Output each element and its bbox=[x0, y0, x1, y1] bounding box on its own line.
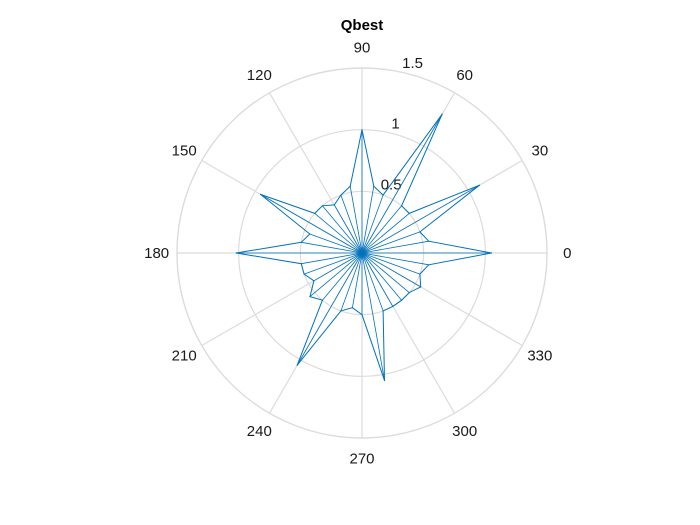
theta-tick-label: 210 bbox=[172, 348, 197, 365]
series-spoke bbox=[301, 241, 363, 254]
data-point bbox=[408, 212, 410, 214]
data-point bbox=[300, 241, 302, 243]
data-point bbox=[333, 204, 335, 206]
theta-tick-label: 300 bbox=[452, 423, 477, 440]
data-point bbox=[314, 212, 316, 214]
series-spoke bbox=[313, 252, 363, 282]
series-spoke bbox=[314, 213, 363, 254]
data-point bbox=[441, 113, 443, 115]
series-spoke bbox=[296, 252, 363, 366]
series-spoke bbox=[340, 194, 363, 254]
data-point bbox=[321, 299, 323, 301]
series-spoke bbox=[361, 252, 394, 307]
series-spoke bbox=[361, 113, 443, 254]
data-point bbox=[351, 307, 353, 309]
series-spoke bbox=[361, 205, 402, 254]
data-point bbox=[383, 379, 386, 382]
series-spoke bbox=[361, 252, 402, 301]
series-spoke bbox=[333, 204, 363, 254]
data-point bbox=[428, 264, 430, 266]
series-spoke bbox=[322, 205, 363, 254]
data-point bbox=[300, 263, 302, 265]
series-spoke bbox=[361, 186, 375, 254]
theta-tick-label: 330 bbox=[527, 348, 552, 365]
data-point bbox=[313, 280, 315, 282]
series-spoke bbox=[352, 252, 363, 308]
polar-outer-ring bbox=[176, 67, 548, 439]
data-point bbox=[401, 205, 403, 207]
data-point bbox=[382, 194, 384, 196]
data-point bbox=[420, 286, 422, 288]
data-point bbox=[490, 252, 493, 254]
data-point bbox=[303, 273, 305, 275]
theta-tick-label: 270 bbox=[349, 450, 374, 467]
series-spoke bbox=[361, 231, 421, 254]
series-spoke bbox=[349, 186, 363, 254]
data-point bbox=[361, 314, 363, 316]
series-spoke bbox=[361, 240, 429, 254]
data-point bbox=[392, 305, 394, 307]
data-point bbox=[296, 364, 298, 366]
theta-tick-label: 0 bbox=[563, 245, 571, 262]
series-spoke bbox=[340, 252, 363, 312]
theta-tick-label: 120 bbox=[247, 67, 272, 84]
data-point bbox=[340, 310, 342, 312]
data-point bbox=[349, 185, 351, 187]
theta-tick-label: 30 bbox=[531, 142, 548, 159]
theta-tick-label: 90 bbox=[354, 40, 371, 57]
series-spoke bbox=[361, 252, 384, 312]
data-point bbox=[309, 296, 311, 298]
theta-tick-label: 150 bbox=[172, 142, 197, 159]
series-spoke bbox=[361, 252, 385, 381]
data-point bbox=[419, 231, 421, 233]
data-point bbox=[382, 310, 384, 312]
data-point bbox=[309, 233, 311, 235]
theta-tick-label: 240 bbox=[247, 423, 272, 440]
series-spoke bbox=[361, 213, 410, 254]
data-point bbox=[235, 252, 237, 254]
theta-tick-label: 60 bbox=[456, 67, 473, 84]
data-point bbox=[321, 205, 323, 207]
chart-title: Qbest bbox=[341, 17, 384, 34]
data-point bbox=[259, 193, 262, 195]
data-point bbox=[373, 185, 375, 187]
data-point bbox=[478, 184, 481, 186]
theta-tick-label: 180 bbox=[144, 245, 169, 262]
r-tick-label: 1.5 bbox=[402, 55, 423, 72]
series-spoke bbox=[361, 252, 429, 266]
series-spoke bbox=[301, 252, 363, 265]
theta-tick-labels: 0 30 60 90 120 150 180 210 240 270 300 330 bbox=[144, 40, 571, 468]
series-spoke bbox=[309, 233, 363, 254]
data-point bbox=[408, 292, 410, 294]
series-spoke bbox=[309, 252, 363, 297]
series-spoke bbox=[322, 252, 363, 301]
data-point bbox=[361, 129, 363, 131]
data-point bbox=[340, 194, 342, 196]
series-spoke bbox=[361, 194, 384, 254]
series-spoke bbox=[361, 252, 421, 288]
series-spoke bbox=[260, 194, 363, 254]
series-spoke bbox=[361, 252, 410, 293]
data-point bbox=[428, 240, 430, 242]
series-layer bbox=[235, 113, 493, 382]
series-spoke bbox=[303, 252, 363, 275]
series-spoke bbox=[361, 184, 480, 254]
data-point bbox=[401, 299, 403, 301]
data-point bbox=[419, 273, 421, 275]
r-tick-label: 1 bbox=[391, 116, 399, 133]
series-spoke bbox=[361, 252, 421, 275]
